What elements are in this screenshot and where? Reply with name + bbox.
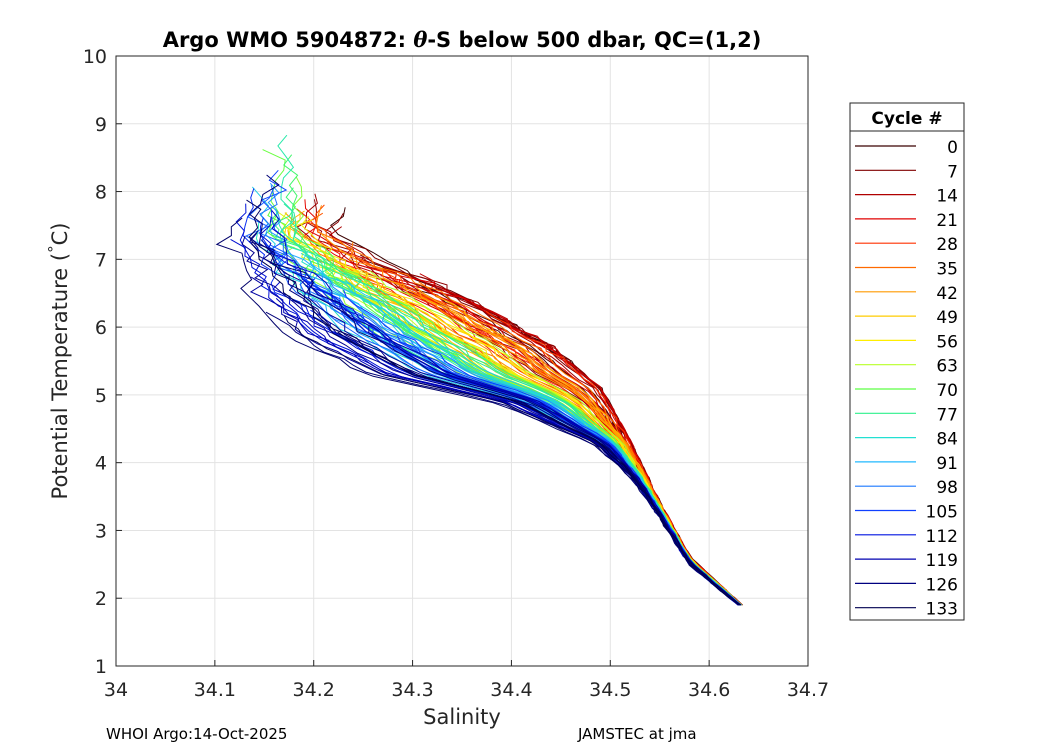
y-axis-label-degree: ° <box>45 245 63 253</box>
profile-line-cycle-129 <box>215 217 740 606</box>
y-axis-label-main: Potential Temperature ( <box>48 253 72 500</box>
legend-label-35: 35 <box>936 260 958 280</box>
chart-title-theta: θ <box>413 27 427 52</box>
legend-label-77: 77 <box>936 405 958 425</box>
profile-line-cycle-133 <box>250 242 741 606</box>
legend-title: Cycle # <box>871 109 942 129</box>
legend-label-56: 56 <box>936 332 958 352</box>
legend-items: 0 7 14 21 28 35 42 49 56 63 70 77 84 91 98 105 112 119 126… <box>855 138 958 620</box>
y-tick-label: 3 <box>95 520 107 542</box>
x-tick-label: 34.4 <box>490 679 532 701</box>
x-tick-label: 34.1 <box>194 679 236 701</box>
chart-title-suffix: -S below 500 dbar, QC=(1,2) <box>427 28 761 52</box>
series-group <box>215 134 743 606</box>
y-tick-label: 9 <box>95 114 107 136</box>
y-tick-label: 6 <box>95 317 107 339</box>
y-tick-label: 5 <box>95 385 107 407</box>
profile-line-cycle-132 <box>283 315 741 606</box>
legend-label-126: 126 <box>926 575 958 595</box>
x-tick-label: 34 <box>104 679 128 701</box>
y-tick-label: 4 <box>95 453 107 475</box>
y-tick-label: 8 <box>95 182 107 204</box>
x-axis-label: Salinity <box>423 705 501 729</box>
y-tick-label: 10 <box>83 46 107 68</box>
y-tick-label: 7 <box>95 249 107 271</box>
legend-label-14: 14 <box>936 187 958 207</box>
footer-attribution: JAMSTEC at jma <box>578 725 697 743</box>
footer-source: WHOI Argo:14-Oct-2025 <box>106 725 288 743</box>
profile-line-cycle-17 <box>362 256 739 606</box>
y-axis-label-unit: C) <box>48 223 72 246</box>
x-tick-label: 34.6 <box>688 679 730 701</box>
chart-title: Argo WMO 5904872: θ-S below 500 dbar, QC… <box>163 27 762 52</box>
legend-label-91: 91 <box>936 454 958 474</box>
legend-label-112: 112 <box>926 527 958 547</box>
chart-title-prefix: Argo WMO 5904872: <box>163 28 414 52</box>
x-axis: 34 34.1 34.2 34.3 34.4 34.5 34.6 34.7 <box>104 660 829 701</box>
legend-label-21: 21 <box>936 211 958 231</box>
legend-label-133: 133 <box>926 600 958 620</box>
x-tick-label: 34.2 <box>293 679 335 701</box>
plot-frame <box>115 55 809 667</box>
legend-label-105: 105 <box>926 503 958 523</box>
x-tick-label: 34.3 <box>391 679 433 701</box>
legend-box <box>849 102 965 621</box>
y-tick-label: 2 <box>95 588 107 610</box>
x-tick-label: 34.7 <box>787 679 829 701</box>
legend-label-63: 63 <box>936 357 958 377</box>
legend: Cycle # 0 7 14 21 28 35 42 49 56 63 70 77 84 91 98 105 1… <box>849 102 965 621</box>
legend-label-7: 7 <box>947 162 958 182</box>
legend-label-49: 49 <box>936 308 958 328</box>
y-axis: 1 2 3 4 5 6 7 8 9 10 <box>83 46 122 678</box>
legend-label-28: 28 <box>936 235 958 255</box>
x-tick-label: 34.5 <box>589 679 631 701</box>
legend-label-42: 42 <box>936 284 958 304</box>
legend-label-119: 119 <box>926 551 958 571</box>
legend-label-0: 0 <box>947 138 958 158</box>
legend-label-70: 70 <box>936 381 958 401</box>
legend-label-84: 84 <box>936 430 958 450</box>
legend-label-98: 98 <box>936 478 958 498</box>
y-tick-label: 1 <box>95 656 107 678</box>
y-axis-label: Potential Temperature (°C) <box>45 223 72 500</box>
